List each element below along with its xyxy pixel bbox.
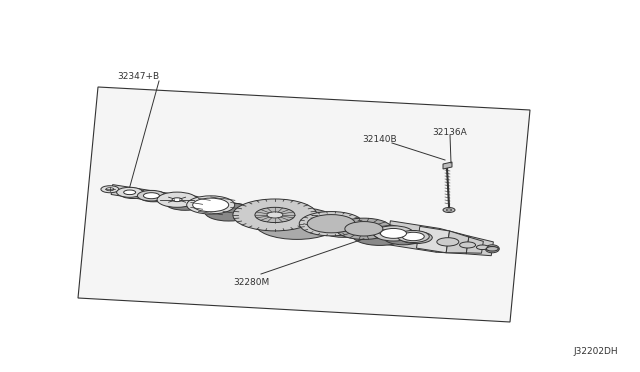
Ellipse shape xyxy=(138,190,165,201)
Polygon shape xyxy=(116,192,146,193)
Ellipse shape xyxy=(255,208,339,240)
Polygon shape xyxy=(187,205,253,212)
Polygon shape xyxy=(466,236,493,256)
Polygon shape xyxy=(78,87,530,322)
Ellipse shape xyxy=(124,190,136,195)
Polygon shape xyxy=(157,200,205,203)
Ellipse shape xyxy=(255,207,295,222)
Ellipse shape xyxy=(233,199,317,231)
Ellipse shape xyxy=(443,208,455,212)
Ellipse shape xyxy=(307,215,355,233)
Ellipse shape xyxy=(107,187,117,192)
Ellipse shape xyxy=(374,226,413,241)
Ellipse shape xyxy=(300,212,364,236)
Text: 32280M: 32280M xyxy=(233,278,269,287)
Ellipse shape xyxy=(400,232,432,244)
Ellipse shape xyxy=(172,198,182,202)
Ellipse shape xyxy=(485,245,499,253)
Ellipse shape xyxy=(120,189,146,199)
Ellipse shape xyxy=(267,212,283,218)
Polygon shape xyxy=(443,162,452,169)
Ellipse shape xyxy=(403,232,424,241)
Text: 32347+B: 32347+B xyxy=(117,72,159,81)
Ellipse shape xyxy=(437,238,459,246)
Polygon shape xyxy=(111,185,478,251)
Ellipse shape xyxy=(101,186,119,193)
Ellipse shape xyxy=(157,192,197,207)
Text: 32136A: 32136A xyxy=(432,128,467,137)
Ellipse shape xyxy=(352,224,408,246)
Text: J32202DH: J32202DH xyxy=(573,347,618,356)
Ellipse shape xyxy=(460,242,476,248)
Ellipse shape xyxy=(116,187,143,197)
Polygon shape xyxy=(417,227,449,253)
Polygon shape xyxy=(336,229,408,235)
Ellipse shape xyxy=(205,203,253,221)
Ellipse shape xyxy=(106,188,114,191)
Ellipse shape xyxy=(345,222,383,236)
Polygon shape xyxy=(436,228,469,254)
Polygon shape xyxy=(446,231,469,253)
Ellipse shape xyxy=(383,230,424,245)
Ellipse shape xyxy=(143,193,159,199)
Polygon shape xyxy=(397,237,432,238)
Ellipse shape xyxy=(397,231,429,243)
Text: 32140B: 32140B xyxy=(362,135,397,144)
Ellipse shape xyxy=(447,209,451,211)
Polygon shape xyxy=(374,233,424,237)
Ellipse shape xyxy=(193,198,228,212)
Ellipse shape xyxy=(381,228,406,238)
Ellipse shape xyxy=(140,191,168,202)
Ellipse shape xyxy=(336,218,392,240)
Ellipse shape xyxy=(187,196,235,214)
Ellipse shape xyxy=(476,245,488,250)
Polygon shape xyxy=(300,224,367,228)
Ellipse shape xyxy=(407,233,429,241)
Ellipse shape xyxy=(486,247,499,251)
Ellipse shape xyxy=(319,219,367,237)
Polygon shape xyxy=(233,215,339,224)
Polygon shape xyxy=(467,237,483,253)
Polygon shape xyxy=(387,221,440,252)
Ellipse shape xyxy=(165,195,205,210)
